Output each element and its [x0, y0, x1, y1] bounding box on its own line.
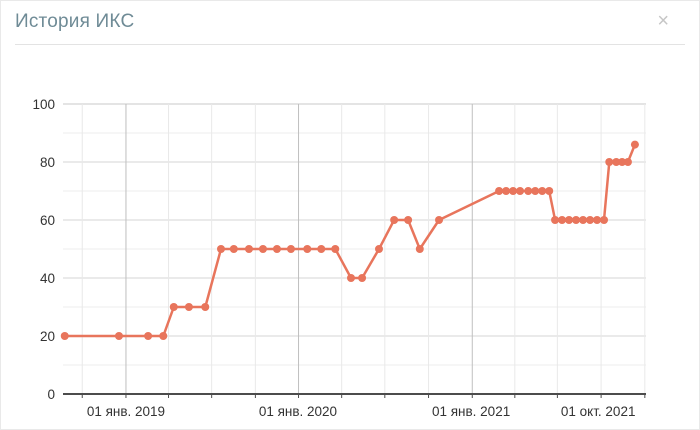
data-point[interactable] — [572, 216, 581, 224]
data-point[interactable] — [390, 216, 399, 224]
data-point[interactable] — [586, 216, 595, 224]
iks-history-chart: 0 20 40 60 80 100 01 янв. 2019 01 янв. 2020 01 я… — [1, 53, 699, 430]
y-tick-label: 40 — [40, 271, 55, 286]
close-icon: × — [657, 10, 669, 32]
data-point[interactable] — [216, 245, 225, 253]
x-tick-label: 01 окт. 2021 — [561, 404, 636, 419]
data-point[interactable] — [303, 245, 312, 253]
data-point[interactable] — [495, 187, 504, 195]
data-point[interactable] — [531, 187, 540, 195]
data-point[interactable] — [60, 332, 69, 340]
data-point[interactable] — [618, 158, 627, 166]
data-point[interactable] — [605, 158, 614, 166]
data-point[interactable] — [331, 245, 340, 253]
y-tick-label: 100 — [32, 97, 55, 112]
data-point[interactable] — [114, 332, 123, 340]
chart-canvas: 0 20 40 60 80 100 01 янв. 2019 01 янв. 2020 01 я… — [32, 97, 646, 419]
y-tick-label: 0 — [47, 387, 55, 402]
x-tick-label: 01 янв. 2021 — [432, 404, 510, 419]
y-tick-label: 80 — [40, 155, 55, 170]
data-point[interactable] — [623, 158, 632, 166]
dialog-header: История ИКС × — [15, 1, 685, 45]
data-point[interactable] — [415, 245, 424, 253]
data-point[interactable] — [374, 245, 383, 253]
page-title: История ИКС — [15, 11, 135, 32]
close-button[interactable]: × — [657, 10, 669, 32]
data-point[interactable] — [258, 245, 267, 253]
data-point[interactable] — [538, 187, 547, 195]
data-point[interactable] — [502, 187, 511, 195]
data-point[interactable] — [404, 216, 413, 224]
data-point[interactable] — [201, 303, 210, 311]
data-point[interactable] — [612, 158, 621, 166]
data-point[interactable] — [184, 303, 193, 311]
data-point[interactable] — [347, 274, 356, 282]
y-tick-label: 60 — [40, 213, 55, 228]
data-point[interactable] — [317, 245, 326, 253]
data-point[interactable] — [229, 245, 238, 253]
data-point[interactable] — [244, 245, 253, 253]
data-point[interactable] — [630, 140, 639, 149]
y-tick-label: 20 — [40, 329, 55, 344]
data-point[interactable] — [286, 245, 295, 253]
data-point[interactable] — [516, 187, 525, 195]
x-tick-label: 01 янв. 2019 — [87, 404, 165, 419]
data-point[interactable] — [435, 216, 444, 224]
data-point[interactable] — [558, 216, 567, 224]
data-point[interactable] — [144, 332, 153, 340]
data-point[interactable] — [358, 274, 367, 282]
data-point[interactable] — [169, 303, 178, 311]
data-point[interactable] — [524, 187, 533, 195]
data-point[interactable] — [565, 216, 574, 224]
data-point[interactable] — [551, 216, 560, 224]
x-tick-label: 01 янв. 2020 — [259, 404, 337, 419]
data-point[interactable] — [272, 245, 281, 253]
data-point[interactable] — [593, 216, 602, 224]
data-point[interactable] — [509, 187, 518, 195]
data-point[interactable] — [159, 332, 168, 340]
data-point[interactable] — [545, 187, 554, 195]
data-point[interactable] — [579, 216, 588, 224]
data-point[interactable] — [600, 216, 609, 224]
